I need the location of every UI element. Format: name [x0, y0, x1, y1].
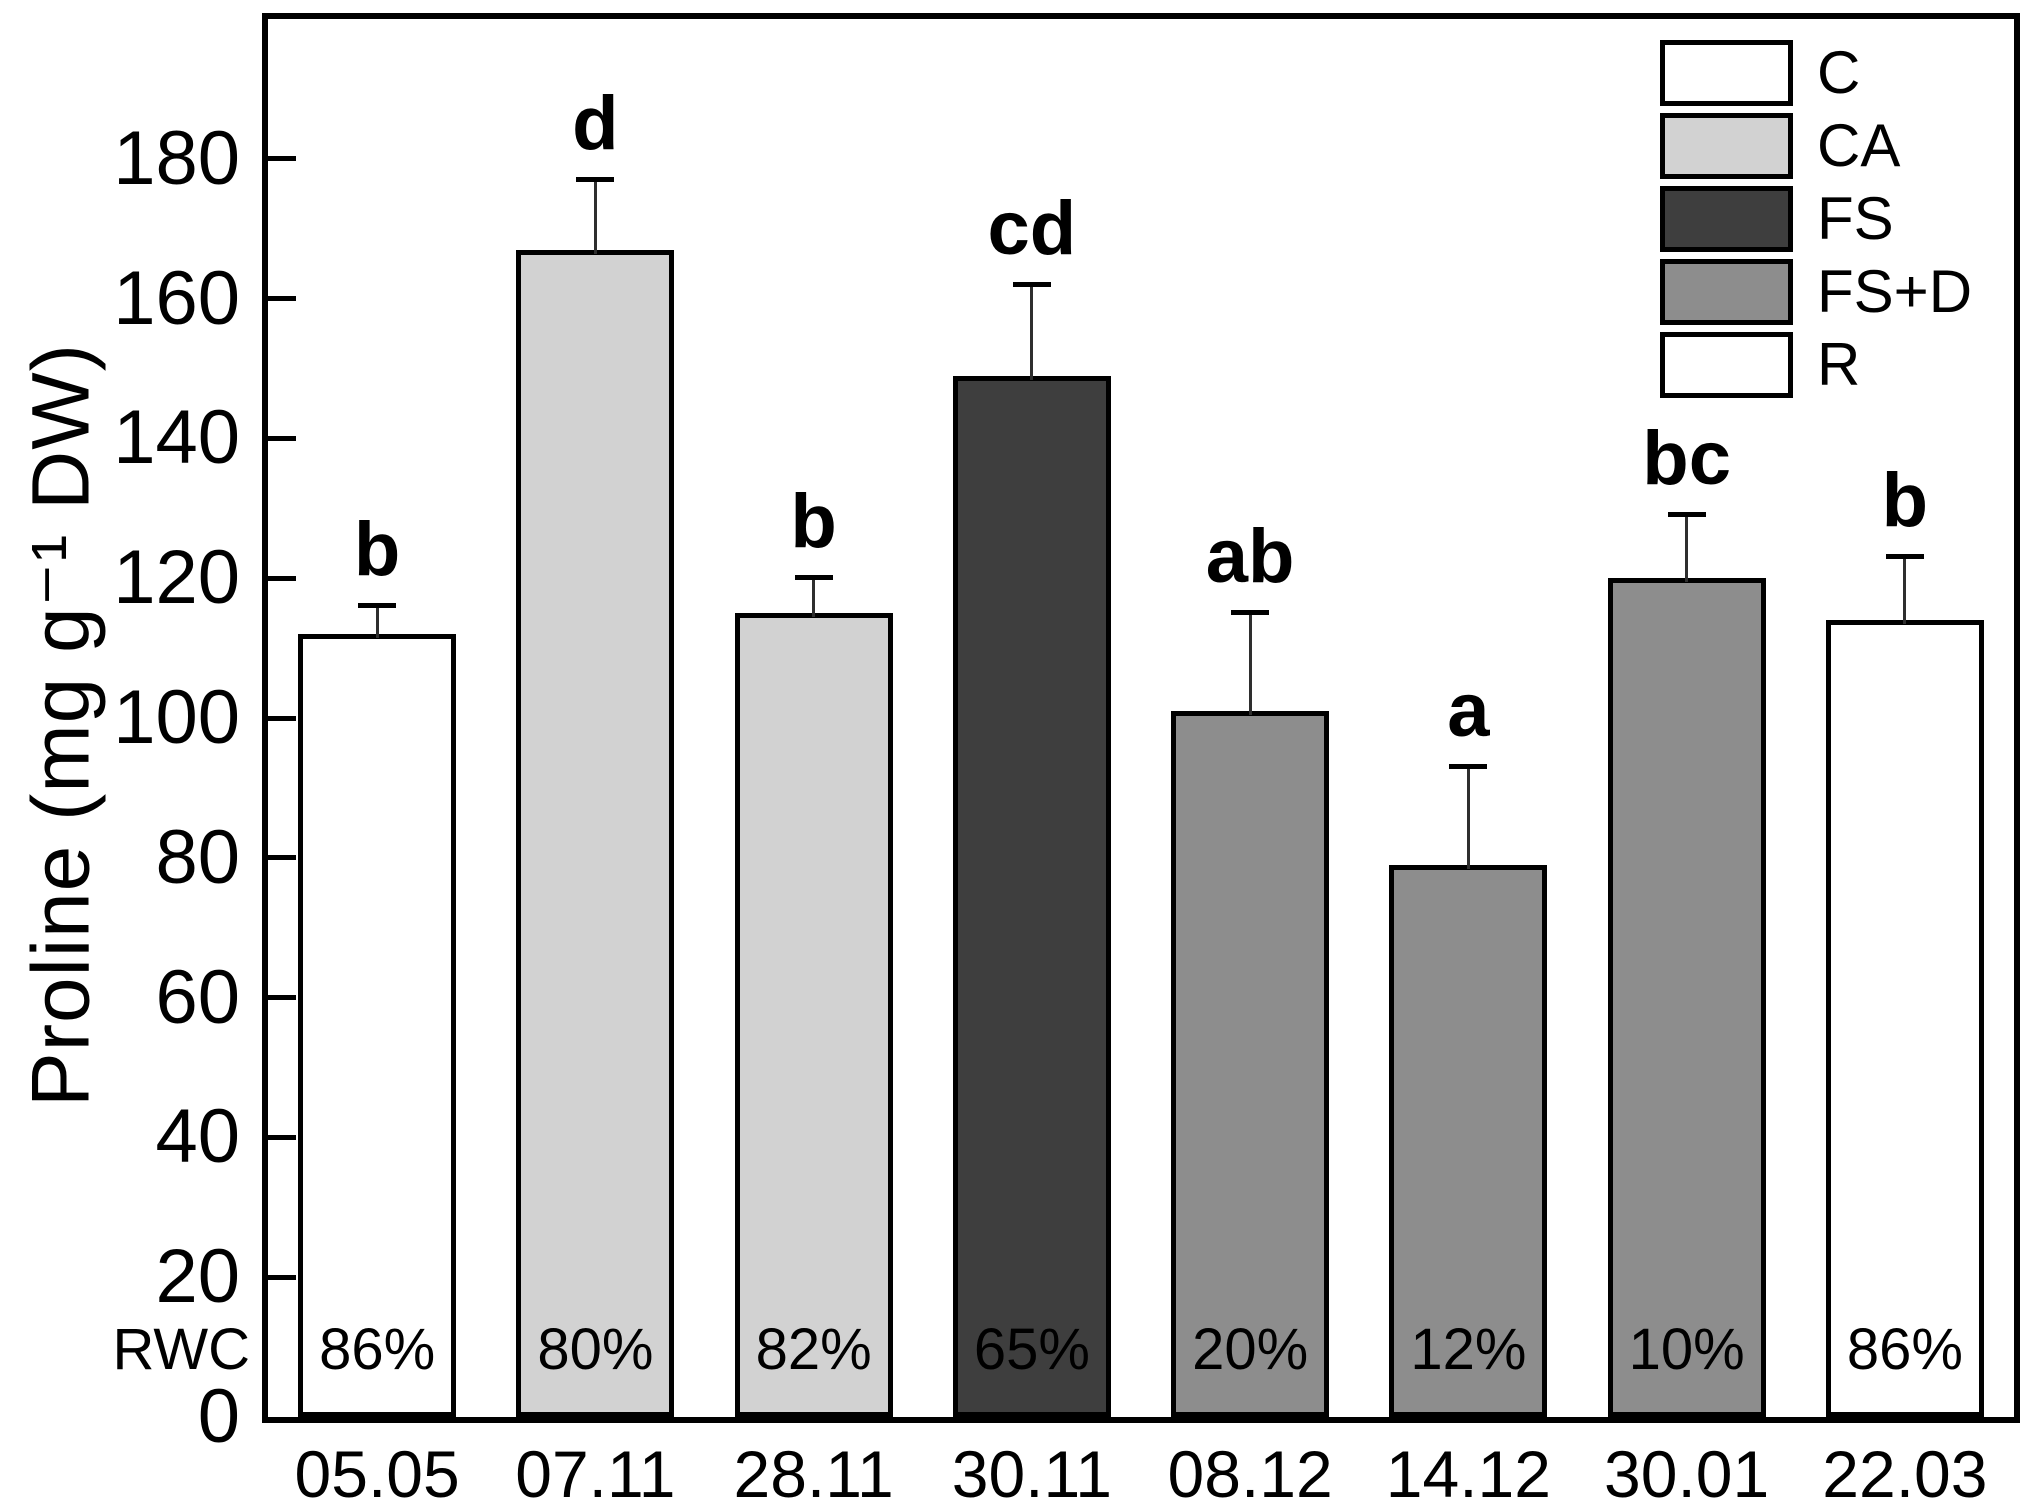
bar-30.01 — [1607, 578, 1766, 1417]
legend-label: FS — [1817, 185, 1894, 252]
legend-swatch-R — [1660, 332, 1793, 398]
y-axis-tick — [268, 855, 296, 861]
error-bar — [812, 578, 816, 618]
significance-letter: bc — [1642, 416, 1731, 502]
rwc-value: 12% — [1410, 1317, 1527, 1382]
error-bar — [1030, 284, 1034, 380]
bar-08.12 — [1171, 711, 1330, 1417]
error-bar-cap — [1231, 610, 1270, 616]
legend-label: FS+D — [1817, 258, 1973, 325]
legend: C CA FS FS+D R — [1660, 40, 1972, 405]
error-bar-cap — [576, 176, 615, 182]
y-axis-tick — [268, 296, 296, 302]
x-axis-date-label: 28.11 — [733, 1437, 894, 1511]
significance-letter: b — [1881, 458, 1929, 544]
rwc-value: 10% — [1628, 1317, 1745, 1382]
legend-item-CA: CA — [1660, 113, 1972, 179]
x-axis-date-label: 08.12 — [1167, 1437, 1333, 1511]
y-axis-tick-label: 80 — [155, 814, 240, 900]
legend-label: R — [1817, 331, 1861, 398]
y-axis-tick — [268, 715, 296, 721]
legend-swatch-CA — [1660, 113, 1793, 179]
y-axis-tick-label: 40 — [155, 1094, 240, 1180]
y-axis-tick — [268, 1274, 296, 1280]
error-bar — [1685, 515, 1689, 583]
legend-item-FS: FS — [1660, 186, 1972, 252]
legend-item-FS+D: FS+D — [1660, 259, 1972, 325]
y-axis-tick-label: 180 — [113, 115, 240, 201]
error-bar-cap — [1885, 554, 1924, 560]
legend-swatch-C — [1660, 40, 1793, 106]
error-bar-cap — [1667, 512, 1706, 518]
legend-label: CA — [1817, 112, 1901, 179]
significance-letter: ab — [1205, 514, 1295, 600]
x-axis-date-label: 14.12 — [1385, 1437, 1551, 1511]
y-axis-tick-label: 20 — [155, 1234, 240, 1320]
plot-area: b 86% d 80% b 82% cd 65% ab 20% a 12% bc 10% b 86% — [268, 19, 2014, 1417]
error-bar — [593, 179, 597, 254]
y-axis-tick-label: 100 — [113, 675, 240, 760]
bar-07.11 — [516, 249, 675, 1417]
rwc-value: 80% — [537, 1317, 654, 1382]
rwc-row-label: RWC — [112, 1317, 250, 1382]
error-bar-cap — [794, 575, 833, 581]
significance-letter: b — [790, 479, 837, 565]
significance-letter: d — [572, 80, 619, 166]
x-axis-date-label: 30.01 — [1604, 1437, 1770, 1511]
y-axis-tick-label: 60 — [155, 954, 240, 1040]
significance-letter: b — [353, 507, 401, 593]
error-bar — [1248, 613, 1252, 716]
error-bar-cap — [1012, 281, 1051, 287]
y-axis-tick — [268, 435, 296, 441]
error-bar-cap — [358, 603, 397, 609]
legend-swatch-FS — [1660, 186, 1793, 252]
y-axis-tick-label: 0 — [197, 1374, 240, 1459]
significance-letter: a — [1447, 667, 1490, 753]
rwc-value: 20% — [1192, 1317, 1309, 1382]
y-axis-tick-label: 120 — [113, 535, 240, 621]
rwc-value: 65% — [973, 1317, 1090, 1382]
legend-item-C: C — [1660, 40, 1972, 106]
y-axis-tick-label: 160 — [113, 255, 240, 341]
y-axis-tick — [268, 156, 296, 162]
bar-05.05 — [298, 634, 457, 1417]
legend-swatch-FS+D — [1660, 259, 1793, 325]
legend-item-R: R — [1660, 332, 1972, 398]
error-bar — [1903, 557, 1907, 625]
y-axis-tick — [268, 1134, 296, 1140]
legend-label: C — [1817, 39, 1861, 106]
rwc-value: 82% — [755, 1317, 872, 1382]
error-bar — [375, 606, 379, 639]
error-bar-cap — [1449, 763, 1488, 769]
y-axis-tick-label: 140 — [113, 395, 240, 481]
significance-letter: cd — [987, 185, 1077, 271]
rwc-value: 86% — [319, 1317, 436, 1382]
x-axis-date-label: 30.11 — [951, 1437, 1112, 1511]
x-axis-date-label: 05.05 — [294, 1437, 460, 1511]
error-bar — [1466, 766, 1470, 869]
x-axis-date-label: 07.11 — [515, 1437, 676, 1511]
bar-28.11 — [734, 613, 893, 1417]
rwc-value: 86% — [1846, 1317, 1963, 1382]
bar-22.03 — [1825, 620, 1984, 1417]
bar-30.11 — [952, 375, 1111, 1417]
y-axis-tick — [268, 995, 296, 1001]
y-axis-tick — [268, 575, 296, 581]
x-axis-date-label: 22.03 — [1822, 1437, 1988, 1511]
